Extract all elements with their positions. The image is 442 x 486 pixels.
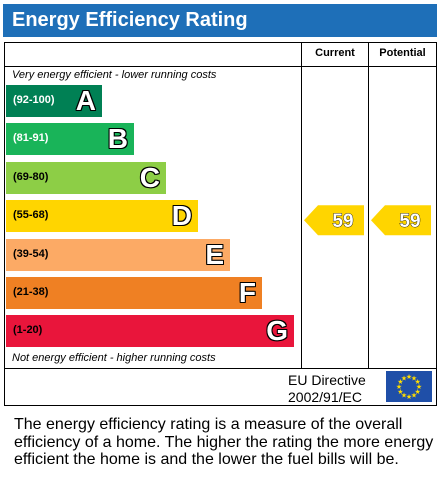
current-rating-arrow (304, 205, 364, 236)
band-range-label: (69-80) (13, 170, 49, 183)
band-range-label: (21-38) (13, 286, 49, 298)
title-bar: Energy Efficiency Rating (3, 4, 437, 37)
divider-current (301, 42, 302, 368)
svg-text:★: ★ (415, 378, 421, 386)
divider-potential (368, 42, 369, 368)
svg-text:★: ★ (401, 392, 407, 400)
footer-divider (4, 368, 437, 369)
band-e: (39-54) E (6, 238, 230, 271)
svg-text:★: ★ (401, 374, 407, 382)
band-range-label: (81-91) (13, 132, 49, 145)
eu-flag-icon: ★ ★ ★ ★ ★ ★ ★ ★ ★ ★ ★ ★ (386, 371, 432, 402)
band-letter: G (266, 315, 288, 347)
band-letter: F (238, 277, 256, 308)
page-title: Energy Efficiency Rating (12, 9, 248, 31)
svg-text:★: ★ (397, 388, 403, 396)
svg-text:★: ★ (416, 383, 422, 391)
band-f: (21-38) F (6, 277, 262, 309)
svg-text:★: ★ (397, 378, 403, 386)
bottom-note: Not energy efficient - higher running co… (12, 352, 216, 364)
band-d: (55-68) D (6, 200, 198, 233)
svg-text:★: ★ (406, 373, 412, 381)
potential-rating-value: 59 (399, 211, 420, 232)
svg-text:★: ★ (396, 383, 402, 391)
band-letter: D (171, 200, 192, 232)
eu-directive-line1: EU Directive (288, 372, 366, 388)
eu-directive-text: EU Directive 2002/91/EC (288, 372, 368, 406)
potential-rating-arrow (371, 205, 431, 236)
band-range-label: (92-100) (13, 94, 55, 106)
band-b: (81-91) B (6, 123, 134, 156)
svg-text:★: ★ (406, 393, 412, 401)
svg-text:★: ★ (411, 374, 417, 382)
description-text: The energy efficiency rating is a measur… (14, 416, 434, 468)
svg-text:★: ★ (411, 392, 417, 400)
eu-directive-line2: 2002/91/EC (288, 389, 362, 405)
header-divider (4, 66, 437, 67)
band-letter: E (205, 238, 224, 270)
band-range-label: (1-20) (13, 324, 43, 337)
band-letter: A (75, 85, 96, 116)
band-range-label: (55-68) (13, 209, 49, 222)
potential-column-header: Potential (379, 47, 426, 59)
current-column-header: Current (315, 47, 355, 59)
svg-text:★: ★ (415, 388, 421, 396)
rating-frame (4, 42, 437, 406)
band-letter: C (139, 161, 160, 193)
band-a: (92-100) A (6, 85, 102, 117)
band-g: (1-20) G (6, 315, 294, 348)
band-c: (69-80) C (6, 161, 166, 194)
band-letter: B (107, 123, 128, 155)
band-range-label: (39-54) (13, 247, 49, 260)
top-note: Very energy efficient - lower running co… (12, 69, 217, 81)
current-rating-value: 59 (332, 211, 353, 232)
